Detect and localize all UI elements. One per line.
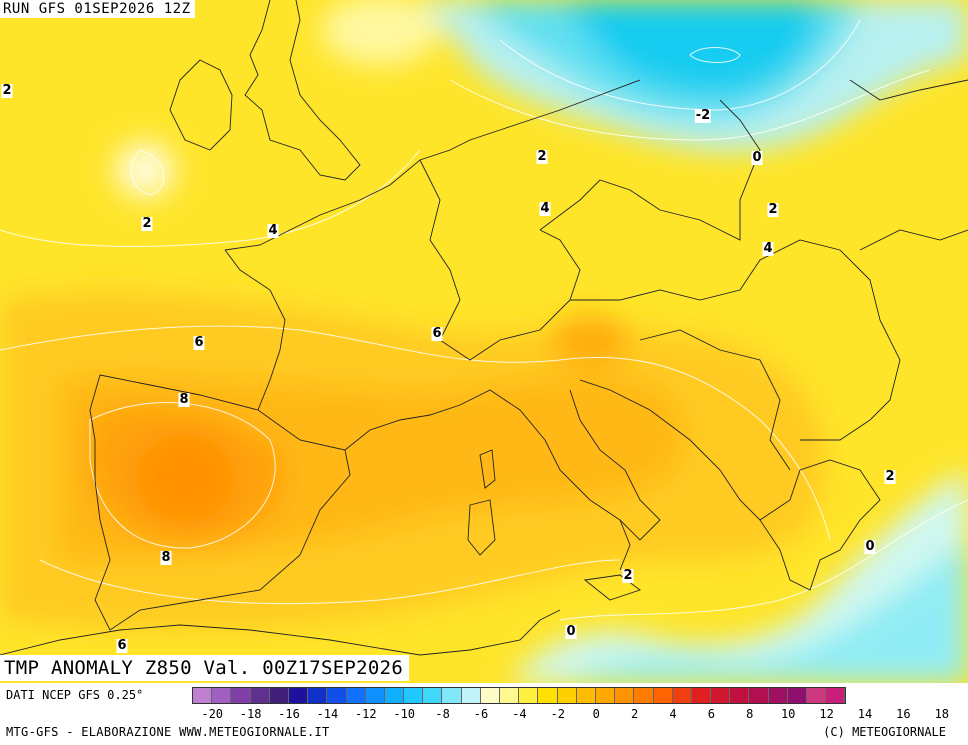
color-swatch — [308, 688, 328, 703]
color-scale-tick: 2 — [630, 707, 639, 721]
color-scale-tick: 12 — [819, 707, 834, 721]
color-scale-tick: 14 — [857, 707, 873, 721]
color-scale-tick: 10 — [780, 707, 796, 721]
isoline-label: 6 — [431, 326, 443, 341]
color-scale-tick: -2 — [550, 707, 566, 721]
color-swatch — [691, 688, 712, 703]
color-swatch — [461, 688, 481, 703]
color-swatch — [327, 688, 347, 703]
isoline-label: 4 — [762, 241, 774, 256]
color-scale-tick: 18 — [934, 707, 950, 721]
color-swatch — [538, 688, 558, 703]
color-scale-tick: -4 — [512, 707, 527, 721]
color-swatch — [768, 688, 788, 703]
isoline-label: 0 — [864, 539, 876, 554]
color-swatch — [787, 688, 807, 703]
color-scale-tick: 4 — [669, 707, 677, 721]
color-swatch — [500, 688, 520, 703]
isoline-label: 0 — [565, 624, 577, 639]
color-swatch — [749, 688, 769, 703]
color-swatch — [442, 688, 462, 703]
color-scale-tick: -16 — [278, 707, 300, 721]
anomaly-map — [0, 0, 968, 683]
color-swatch — [730, 688, 750, 703]
isoline-label: 6 — [116, 638, 128, 653]
color-scale-tick: 0 — [592, 707, 600, 721]
color-swatch — [653, 688, 673, 703]
color-swatch — [269, 688, 289, 703]
map-title: TMP ANOMALY Z850 Val. 00Z17SEP2026 — [0, 655, 410, 681]
color-swatch — [423, 688, 443, 703]
color-scale-tick: -6 — [473, 707, 489, 721]
isoline-label: 8 — [178, 392, 190, 407]
color-swatch — [672, 688, 692, 703]
isoline-label: 8 — [160, 550, 172, 565]
color-scale-tick: -14 — [316, 707, 339, 721]
isoline-label: 6 — [193, 335, 205, 350]
color-swatch — [615, 688, 635, 703]
color-swatch — [634, 688, 654, 703]
color-swatch — [384, 688, 405, 703]
color-swatch — [231, 688, 251, 703]
run-label: RUN GFS 01SEP2026 12Z — [0, 0, 195, 18]
isoline-label: -2 — [694, 108, 712, 123]
color-swatch — [365, 688, 385, 703]
isoline-label: 2 — [1, 83, 13, 98]
isoline-label: 4 — [267, 223, 279, 238]
color-swatch — [557, 688, 577, 703]
isoline-label: 2 — [141, 216, 153, 231]
color-swatch — [595, 688, 616, 703]
color-scale — [192, 687, 847, 704]
credit-right: (C) METEOGIORNALE — [823, 725, 946, 739]
color-scale-tick: -8 — [435, 707, 450, 721]
isoline-label: 2 — [536, 149, 548, 164]
color-swatch — [288, 688, 309, 703]
isoline-label: 2 — [767, 202, 779, 217]
color-scale-tick: 16 — [896, 707, 911, 721]
color-scale-tick: 6 — [707, 707, 716, 721]
color-swatch — [212, 688, 232, 703]
color-swatch — [807, 688, 827, 703]
credit-left: MTG-GFS - ELABORAZIONE WWW.METEOGIORNALE… — [6, 725, 330, 739]
isoline-label: 4 — [539, 201, 551, 216]
color-swatch — [404, 688, 424, 703]
color-swatch — [711, 688, 731, 703]
isoline-label: 2 — [622, 568, 634, 583]
color-swatch — [519, 688, 539, 703]
color-swatch — [576, 688, 596, 703]
color-scale-tick: -12 — [354, 707, 377, 721]
legend: DATI NCEP GFS 0.25° -20 -18 -16 -14 -12 -10 -8… — [0, 683, 968, 745]
color-swatch — [480, 688, 500, 703]
color-scale-tick: -20 — [201, 707, 224, 721]
color-swatch — [250, 688, 270, 703]
color-scale-tick: -10 — [393, 707, 416, 721]
color-swatch — [193, 688, 213, 703]
color-swatch — [826, 688, 846, 703]
data-source-label: DATI NCEP GFS 0.25° — [6, 688, 144, 702]
color-scale-tick: -18 — [239, 707, 262, 721]
color-swatch — [346, 688, 366, 703]
isoline-label: 2 — [884, 469, 896, 484]
isoline-label: 0 — [751, 150, 763, 165]
color-scale-tick: 8 — [746, 707, 754, 721]
